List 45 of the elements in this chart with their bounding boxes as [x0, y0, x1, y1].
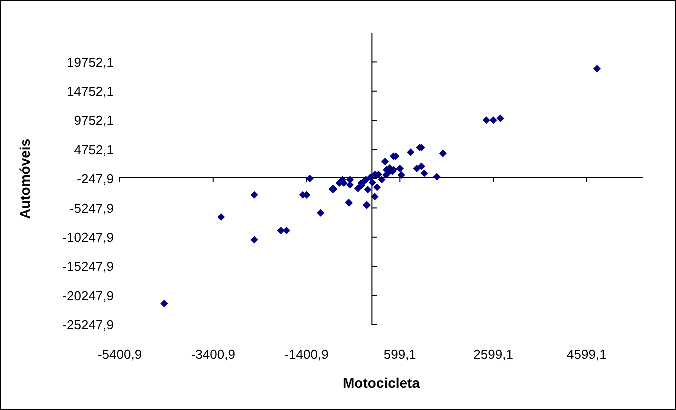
point — [282, 226, 290, 234]
point — [317, 209, 325, 217]
x-tick-label: 4599,1 — [567, 347, 607, 362]
point — [482, 116, 490, 124]
point — [378, 176, 386, 184]
y-tick-label: -247,9 — [77, 172, 114, 187]
x-tick-label: -5400,9 — [98, 347, 142, 362]
point — [160, 300, 168, 308]
y-tick-label: 14752,1 — [67, 84, 114, 99]
y-axis-title: Automóveis — [17, 138, 33, 220]
point — [433, 173, 441, 181]
point — [413, 165, 421, 173]
y-tick-label: -5247,9 — [70, 200, 114, 216]
x-tick-label: 599,1 — [384, 347, 416, 362]
point — [396, 165, 404, 173]
point — [382, 158, 390, 166]
point — [418, 162, 426, 170]
point — [439, 150, 447, 158]
point — [371, 193, 379, 201]
point — [250, 236, 258, 244]
point — [398, 171, 406, 179]
point — [490, 116, 498, 124]
point — [368, 179, 376, 187]
point — [367, 174, 375, 182]
point — [374, 184, 382, 192]
point — [277, 226, 285, 234]
point — [250, 191, 258, 199]
y-tick-label: -15247,9 — [62, 259, 114, 274]
point — [496, 114, 504, 122]
y-tick-label: -20247,9 — [62, 288, 114, 304]
y-tick-label: -10247,9 — [62, 230, 114, 245]
point — [420, 170, 428, 178]
y-tick-label: -25247,9 — [62, 318, 114, 333]
x-tick-label: 2599,1 — [474, 347, 514, 362]
point — [306, 174, 314, 182]
point — [218, 214, 226, 222]
point — [407, 148, 415, 156]
point — [593, 65, 601, 73]
y-tick-label: 9752,1 — [74, 113, 114, 128]
y-tick-label: 19752,1 — [67, 54, 114, 70]
x-tick-label: -3400,9 — [191, 347, 236, 362]
point — [364, 186, 372, 194]
y-tick-label: 4752,1 — [74, 142, 114, 158]
x-tick-label: -1400,9 — [284, 347, 329, 362]
x-axis-title: Motocicleta — [342, 375, 420, 391]
